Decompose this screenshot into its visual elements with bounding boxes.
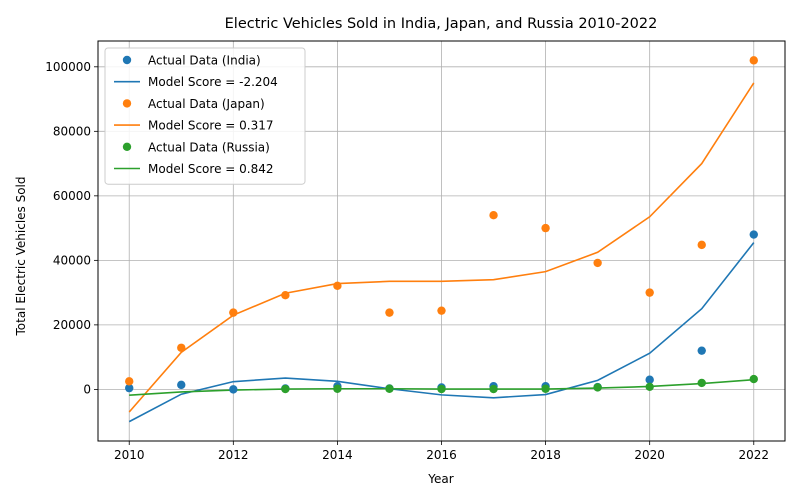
- data-point: [177, 380, 186, 390]
- data-point: [593, 258, 602, 268]
- data-point: [437, 306, 446, 315]
- data-point: [489, 210, 498, 220]
- data-point: [645, 382, 654, 392]
- data-point: [125, 377, 134, 386]
- legend-label: Model Score = 0.842: [148, 162, 274, 176]
- data-point: [385, 384, 394, 393]
- data-point: [749, 230, 758, 239]
- legend-box: [104, 47, 306, 185]
- axis-ticks: 2010 2012 2014 2016 2018 2020 2022 0 20000 40000 6…: [45, 60, 769, 462]
- legend-label: Model Score = -2.204: [148, 75, 278, 89]
- y-tick-label: 0: [83, 382, 91, 396]
- data-point: [229, 385, 238, 394]
- data-point: [177, 343, 186, 352]
- data-point: [697, 240, 706, 250]
- data-point: [645, 375, 654, 384]
- series-layer: [125, 56, 758, 423]
- data-point: [645, 288, 654, 297]
- data-point: [125, 383, 134, 393]
- data-point: [697, 378, 706, 388]
- legend-label: Actual Data (Russia): [148, 140, 270, 154]
- legend-label: Actual Data (Japan): [148, 97, 265, 111]
- x-tick-label: 2016: [426, 448, 457, 462]
- data-point: [749, 56, 758, 65]
- data-point: [541, 223, 550, 233]
- y-axis-label: Total Electric Vehicles Sold: [14, 176, 28, 336]
- data-point: [437, 384, 446, 394]
- legend-label: Model Score = 0.317: [148, 119, 274, 133]
- legend-marker: [122, 99, 132, 108]
- legend: Actual Data (India) Model Score = -2.204 A…: [104, 47, 306, 185]
- data-point: [593, 383, 602, 392]
- legend-label: Actual Data (India): [148, 54, 261, 68]
- y-tick-label: 100000: [45, 60, 91, 74]
- model-fit-line: [128, 242, 755, 423]
- data-point: [697, 346, 706, 355]
- y-tick-label: 20000: [53, 318, 91, 332]
- chart-title: Electric Vehicles Sold in India, Japan, …: [225, 16, 658, 32]
- data-point: [229, 308, 238, 317]
- data-point: [489, 384, 498, 394]
- y-tick-label: 40000: [53, 253, 91, 267]
- y-tick-label: 80000: [53, 124, 91, 138]
- data-point: [333, 384, 342, 393]
- x-tick-label: 2014: [322, 448, 353, 462]
- data-point: [385, 308, 394, 317]
- data-point: [281, 290, 290, 300]
- x-tick-label: 2018: [530, 448, 561, 462]
- data-point: [541, 384, 550, 393]
- legend-marker: [122, 142, 132, 151]
- x-tick-label: 2022: [738, 448, 769, 462]
- data-point: [333, 281, 342, 291]
- x-tick-label: 2020: [634, 448, 665, 462]
- x-tick-label: 2010: [114, 448, 145, 462]
- x-tick-label: 2012: [218, 448, 249, 462]
- data-point: [749, 374, 758, 384]
- x-axis-label: Year: [427, 472, 453, 486]
- data-point: [281, 384, 290, 394]
- legend-marker: [122, 55, 132, 65]
- y-tick-label: 60000: [53, 189, 91, 203]
